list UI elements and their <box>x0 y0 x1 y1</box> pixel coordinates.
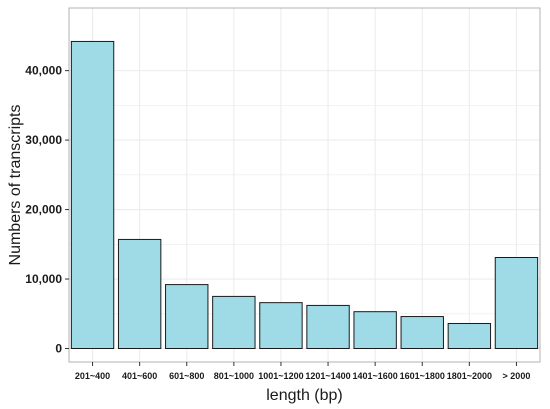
bar <box>353 311 397 349</box>
bar <box>259 302 303 349</box>
x-tick-label: 201~400 <box>75 371 110 381</box>
y-tick-label: 20,000 <box>25 203 62 217</box>
y-tick-label: 0 <box>55 342 62 356</box>
y-axis-ticks: 0 10,000 20,000 30,000 40,000 <box>25 64 69 356</box>
x-tick-label: 801~1000 <box>214 371 254 381</box>
y-tick-label: 10,000 <box>25 272 62 286</box>
bars <box>70 40 539 350</box>
x-tick-label: 1001~1200 <box>258 371 303 381</box>
y-axis-title: Numbers of transcripts <box>7 105 24 266</box>
x-tick-label: 601~800 <box>169 371 204 381</box>
bar <box>165 284 209 349</box>
bar <box>494 256 539 349</box>
x-tick-label: 1201~1400 <box>305 371 350 381</box>
bar <box>212 295 256 349</box>
bar <box>70 40 115 350</box>
x-tick-label: 1601~1800 <box>400 371 445 381</box>
x-tick-label: 1801~2000 <box>447 371 492 381</box>
bar <box>400 316 444 349</box>
bar <box>117 238 162 349</box>
x-tick-label: 401~600 <box>122 371 157 381</box>
bar <box>306 304 350 349</box>
y-tick-label: 30,000 <box>25 133 62 147</box>
x-axis-title: length (bp) <box>266 387 343 404</box>
plot-frame <box>68 7 541 363</box>
y-tick-label: 40,000 <box>25 64 62 78</box>
x-tick-label: 1401~1600 <box>352 371 397 381</box>
x-tick-label: > 2000 <box>503 371 531 381</box>
bar <box>447 322 492 349</box>
x-axis-ticks: 201~400 401~600 601~800 801~1000 1001~1200 12… <box>75 362 530 381</box>
